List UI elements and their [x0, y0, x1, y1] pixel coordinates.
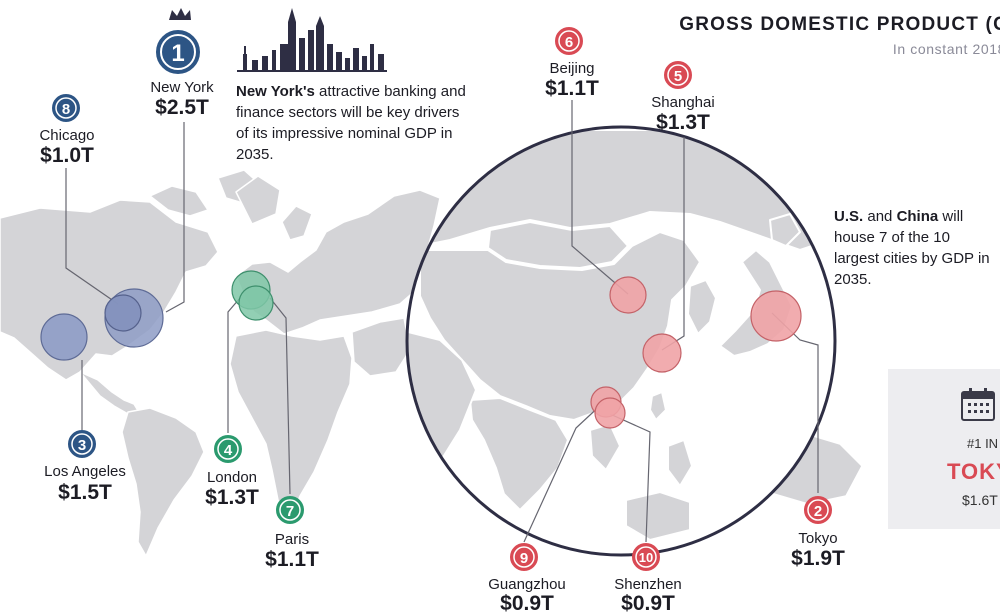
city-name-los-angeles: Los Angeles — [44, 463, 126, 480]
infographic-subtitle: In constant 2018 — [892, 41, 1000, 57]
china-note: U.S. and China will house 7 of the 10 la… — [834, 206, 994, 290]
bubble-shanghai — [642, 333, 682, 373]
new-york-note-text: attractive banking and finance sectors w… — [236, 83, 466, 163]
infographic-title: GROSS DOMESTIC PRODUCT (C — [679, 14, 1000, 35]
city-value-tokyo: $1.9T — [791, 547, 845, 570]
city-value-paris: $1.1T — [265, 548, 319, 571]
city-name-chicago: Chicago — [39, 127, 95, 144]
badge-8-label: 8 — [62, 101, 70, 118]
badge-5: 5 — [664, 61, 692, 89]
crown-icon — [169, 8, 191, 20]
callout-rank-text: #1 IN 20 — [967, 436, 1000, 451]
city-name-shanghai: Shanghai — [651, 94, 715, 111]
badge-9-label: 9 — [520, 550, 528, 567]
bubble-tokyo — [750, 290, 802, 342]
badge-8: 8 — [52, 94, 80, 122]
china-note-and: and — [863, 208, 897, 225]
badge-3-label: 3 — [78, 437, 86, 454]
china-note-text: will house 7 of the 10 largest cities by… — [834, 208, 990, 288]
city-name-paris: Paris — [274, 531, 310, 548]
bubble-shenzhen — [594, 397, 626, 429]
badge-7-label: 7 — [286, 503, 294, 520]
china-note-us: U.S. — [834, 208, 864, 225]
badge-7: 7 — [276, 496, 304, 524]
badge-4: 4 — [214, 435, 242, 463]
new-york-note-bold: New York's — [236, 83, 315, 100]
bubble-chicago — [104, 294, 142, 332]
city-value-london: $1.3T — [205, 486, 259, 509]
city-name-guangzhou: Guangzhou — [488, 576, 566, 593]
badge-1-label: 1 — [171, 40, 184, 67]
bubble-beijing — [609, 276, 647, 314]
city-value-shenzhen: $0.9T — [621, 592, 675, 615]
city-name-beijing: Beijing — [549, 60, 595, 77]
callout-city: TOKY — [947, 459, 1000, 484]
badge-10-label: 10 — [639, 550, 653, 565]
leader-lines — [65, 100, 819, 543]
city-name-london: London — [206, 469, 258, 486]
city-value-los-angeles: $1.5T — [58, 481, 112, 504]
new-york-note: New York's attractive banking and financ… — [236, 81, 468, 165]
rank-badges: 1 8 3 4 7 6 5 — [52, 27, 832, 571]
bubble-los-angeles — [40, 313, 88, 361]
bubble-paris — [238, 285, 274, 321]
badge-1: 1 — [156, 30, 200, 74]
asia-lens — [405, 125, 837, 557]
badge-6-label: 6 — [565, 34, 573, 51]
badge-2-label: 2 — [814, 503, 822, 520]
calendar-icon — [961, 388, 995, 421]
city-bubbles — [40, 270, 802, 429]
badge-4-label: 4 — [224, 442, 233, 459]
skyline-icon — [237, 8, 387, 72]
badge-3: 3 — [68, 430, 96, 458]
badge-2: 2 — [804, 496, 832, 524]
china-note-china: China — [896, 208, 939, 225]
badge-9: 9 — [510, 543, 538, 571]
callout-value: $1.6T — [962, 492, 998, 508]
badge-10: 10 — [632, 543, 660, 571]
city-value-new-york: $2.5T — [155, 96, 209, 119]
gdp-map: 1 8 3 4 7 6 5 — [0, 8, 863, 571]
city-name-tokyo: Tokyo — [798, 530, 838, 547]
badge-6: 6 — [555, 27, 583, 55]
city-value-beijing: $1.1T — [545, 77, 599, 100]
city-name-shenzhen: Shenzhen — [614, 576, 682, 593]
city-name-new-york: New York — [150, 79, 214, 96]
city-value-guangzhou: $0.9T — [500, 592, 554, 615]
city-value-chicago: $1.0T — [40, 144, 94, 167]
badge-5-label: 5 — [674, 68, 682, 85]
city-value-shanghai: $1.3T — [656, 111, 710, 134]
